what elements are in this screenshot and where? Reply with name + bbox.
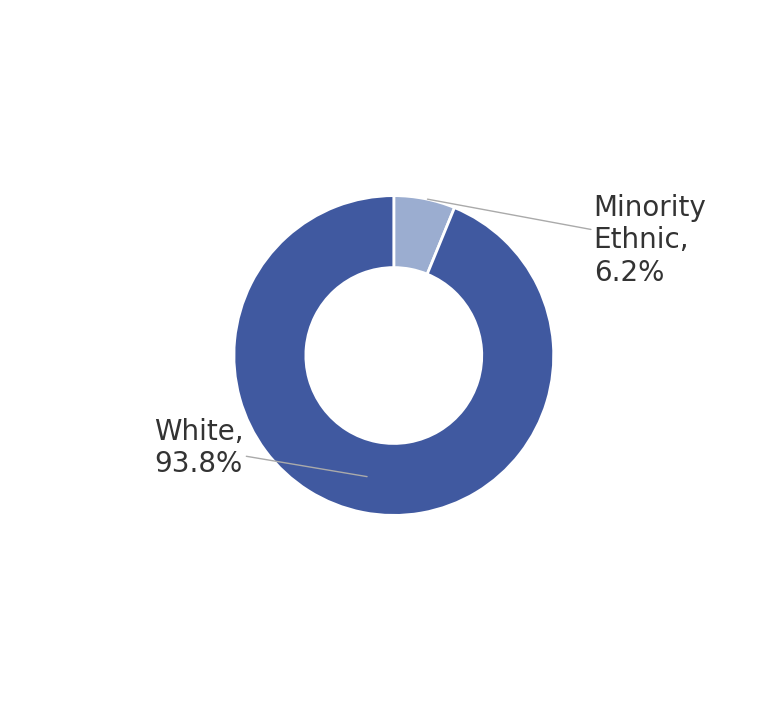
Wedge shape — [234, 196, 554, 515]
Text: Minority
Ethnic,
6.2%: Minority Ethnic, 6.2% — [427, 194, 706, 287]
Wedge shape — [394, 196, 455, 274]
Text: White,
93.8%: White, 93.8% — [154, 418, 367, 479]
